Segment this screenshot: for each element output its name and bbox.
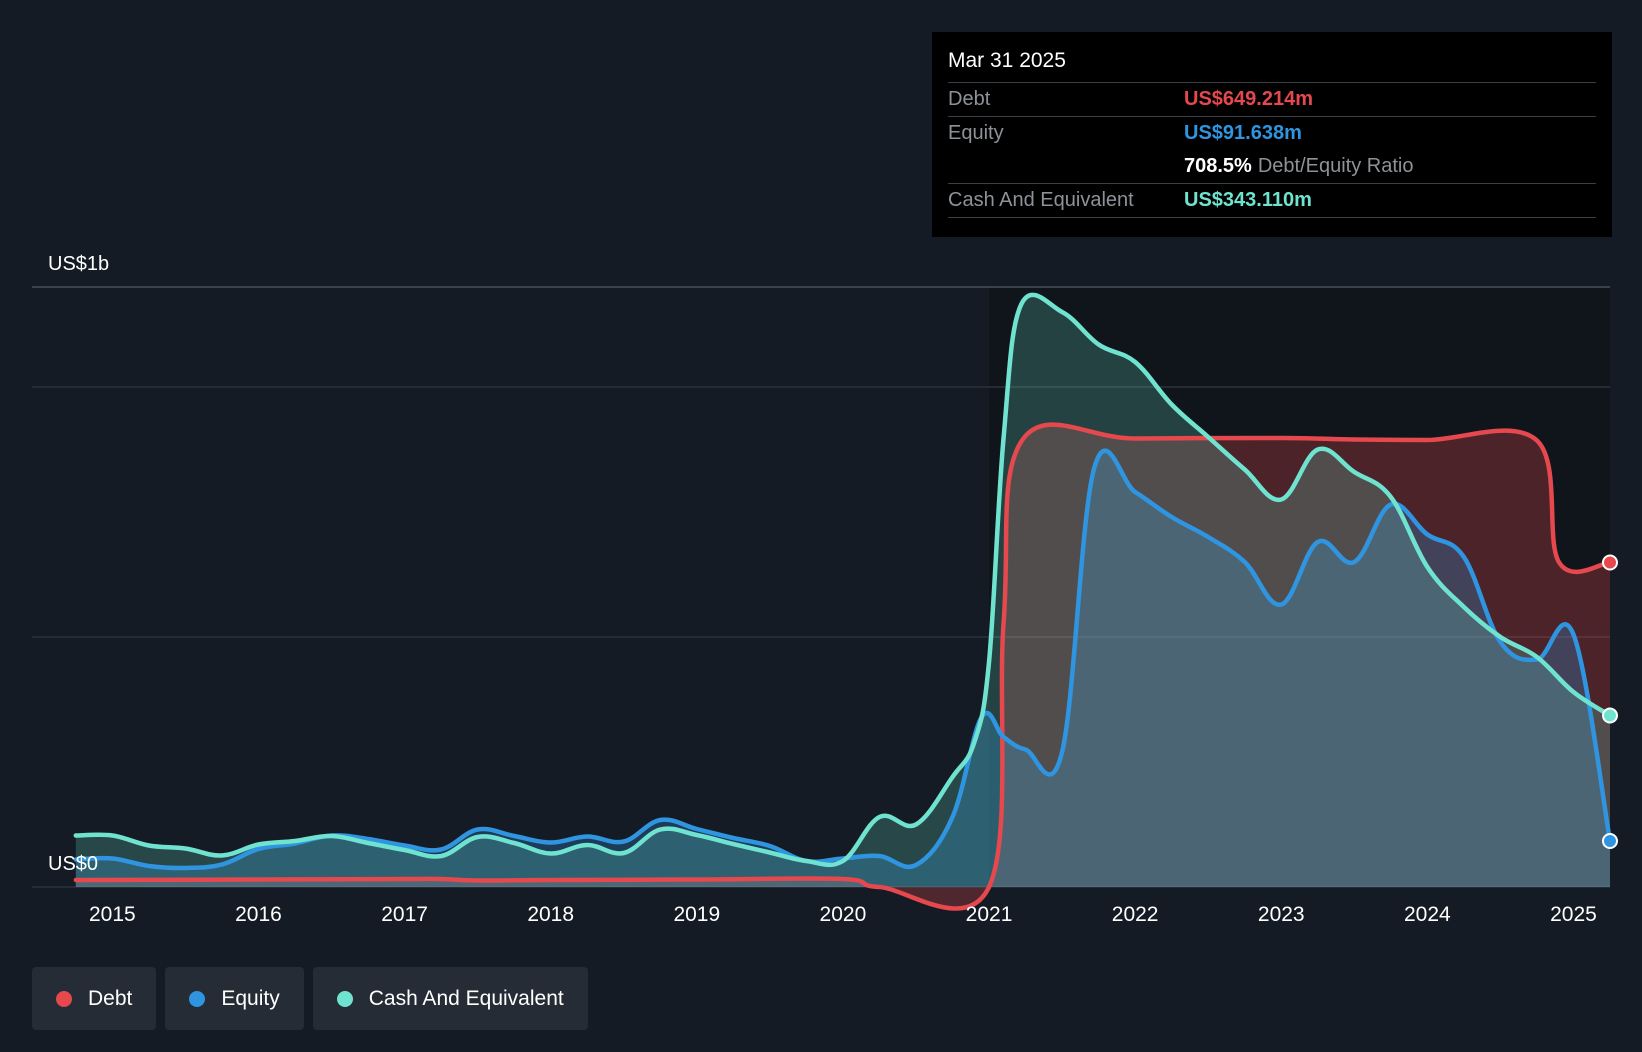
x-tick-label: 2022 [1112, 903, 1159, 926]
x-tick-label: 2017 [381, 903, 428, 926]
x-axis-ticks: 2015 2016 2017 2018 2019 2020 2021 2022 2023 2024… [89, 903, 1597, 926]
area-equity [75, 450, 1610, 887]
tooltip-equity-value: US$91.638m [1184, 122, 1302, 144]
legend-item-cash[interactable]: Cash And Equivalent [312, 967, 588, 1030]
legend-dot-debt-icon [56, 990, 72, 1007]
endpoint-cash-and-equivalent [1602, 707, 1618, 724]
x-tick-label: 2015 [89, 903, 136, 926]
tooltip-equity-row: Equity US$91.638m [948, 117, 1596, 150]
x-tick-label: 2016 [235, 903, 282, 926]
line-cash-and-equivalent [73, 292, 1613, 868]
series-endpoints [1602, 554, 1618, 849]
x-tick-label: 2018 [527, 903, 574, 926]
x-tick-label: 2019 [673, 903, 720, 926]
grid-lines [32, 286, 1610, 888]
tooltip-ratio-row: 708.5% Debt/Equity Ratio [948, 150, 1596, 184]
legend-label-equity: Equity [221, 986, 280, 1010]
legend-label-cash: Cash And Equivalent [368, 986, 564, 1010]
x-tick-label: 2021 [966, 903, 1013, 926]
tooltip-ratio-value: 708.5% [1184, 155, 1252, 177]
x-tick-label: 2024 [1404, 903, 1451, 926]
chart-legend: Debt Equity Cash And Equivalent [32, 967, 588, 1030]
tooltip-cash-row: Cash And Equivalent US$343.110m [948, 184, 1596, 218]
y-axis-bottom-label: US$0 [48, 853, 98, 875]
data-tooltip: Mar 31 2025 Debt US$649.214m Equity US$9… [932, 32, 1612, 237]
tooltip-equity-label: Equity [948, 122, 1004, 144]
y-axis-top-label: US$1b [48, 253, 109, 275]
area-cash-and-equivalent [75, 294, 1610, 887]
line-debt [73, 422, 1613, 911]
tooltip-date: Mar 31 2025 [948, 46, 1596, 83]
tooltip-cash-label: Cash And Equivalent [948, 189, 1134, 211]
tooltip-debt-label: Debt [948, 88, 991, 110]
endpoint-equity [1602, 833, 1618, 849]
tooltip-ratio-label: Debt/Equity Ratio [1257, 155, 1414, 177]
x-tick-label: 2020 [820, 903, 867, 926]
endpoint-debt [1602, 554, 1618, 571]
x-tick-label: 2025 [1550, 903, 1597, 926]
legend-dot-equity-icon [189, 990, 206, 1007]
series-lines [73, 292, 1613, 911]
tooltip-debt-value: US$649.214m [1184, 88, 1313, 110]
tooltip-debt-row: Debt US$649.214m [948, 83, 1596, 117]
legend-item-equity[interactable]: Equity [165, 967, 304, 1030]
tooltip-cash-value: US$343.110m [1184, 189, 1312, 211]
legend-item-debt[interactable]: Debt [32, 967, 157, 1030]
line-equity [73, 448, 1613, 871]
legend-label-debt: Debt [88, 986, 133, 1010]
legend-dot-cash-icon [336, 990, 353, 1007]
x-tick-label: 2023 [1258, 903, 1305, 926]
